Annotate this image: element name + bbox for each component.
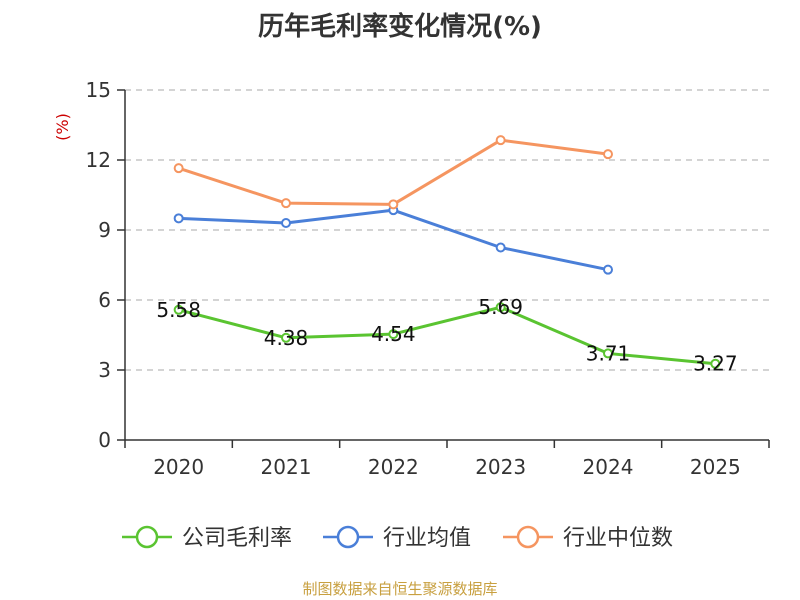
data-label-2022: 4.54 xyxy=(371,322,416,346)
data-labels: 5.58 4.38 4.54 5.69 3.71 3.27 xyxy=(156,295,737,375)
legend-marker-1 xyxy=(336,525,360,549)
axes: 0 3 6 9 12 15 2020 2021 2022 2023 2024 2025 xyxy=(86,78,770,479)
series-2-point-2022 xyxy=(388,199,399,210)
x-tick-label-2022: 2022 xyxy=(368,455,419,479)
x-tick-label-2024: 2024 xyxy=(583,455,634,479)
x-tick-label-2021: 2021 xyxy=(261,455,312,479)
series-line-2 xyxy=(178,138,609,206)
y-tick-label-9: 9 xyxy=(98,218,111,242)
series-1-point-2024 xyxy=(603,264,613,275)
x-tick-label-2025: 2025 xyxy=(690,455,741,479)
chart-title: 历年毛利率变化情况(%) xyxy=(258,12,542,42)
series-line-0 xyxy=(178,305,716,366)
legend-item-1: 行业均值 xyxy=(323,525,471,551)
series-lines xyxy=(173,135,721,369)
x-tick-label-2020: 2020 xyxy=(153,455,204,479)
legend: 公司毛利率 行业均值 行业中位数 xyxy=(122,525,673,551)
data-label-2025: 3.27 xyxy=(693,352,738,376)
series-0-point-2022 xyxy=(388,329,399,340)
y-tick-label-15: 15 xyxy=(86,78,111,102)
legend-marker-2 xyxy=(516,525,540,549)
legend-label-2: 行业中位数 xyxy=(563,526,673,551)
data-label-2021: 4.38 xyxy=(264,326,309,350)
series-2-point-2024 xyxy=(603,149,613,160)
series-2-point-2023 xyxy=(495,135,506,146)
legend-label-1: 行业均值 xyxy=(383,526,471,551)
series-2-point-2021 xyxy=(281,198,291,209)
series-2-point-2020 xyxy=(173,163,184,174)
series-1-point-2021 xyxy=(281,218,291,228)
series-0-point-2024 xyxy=(603,348,613,359)
y-tick-label-0: 0 xyxy=(98,428,111,452)
legend-marker-0 xyxy=(135,525,159,549)
legend-label-0: 公司毛利率 xyxy=(182,526,292,551)
series-0-point-2020 xyxy=(173,304,184,315)
y-tick-label-12: 12 xyxy=(86,148,111,172)
legend-item-0: 公司毛利率 xyxy=(122,525,292,551)
series-1-point-2023 xyxy=(495,242,506,253)
data-label-2024: 3.71 xyxy=(586,341,631,365)
series-0-point-2023 xyxy=(495,302,506,313)
data-label-2023: 5.69 xyxy=(478,295,523,319)
x-tick-label-2023: 2023 xyxy=(475,455,526,479)
y-tick-label-6: 6 xyxy=(98,288,111,312)
source-note: 制图数据来自恒生聚源数据库 xyxy=(302,580,498,598)
legend-item-2: 行业中位数 xyxy=(503,525,673,551)
series-0-point-2021 xyxy=(281,332,291,343)
y-axis-unit-label: (%) xyxy=(53,113,72,141)
series-line-1 xyxy=(178,208,609,272)
series-1-point-2020 xyxy=(173,213,184,224)
data-label-2020: 5.58 xyxy=(156,298,201,322)
y-tick-label-3: 3 xyxy=(98,358,111,382)
series-0-point-2025 xyxy=(710,358,721,369)
